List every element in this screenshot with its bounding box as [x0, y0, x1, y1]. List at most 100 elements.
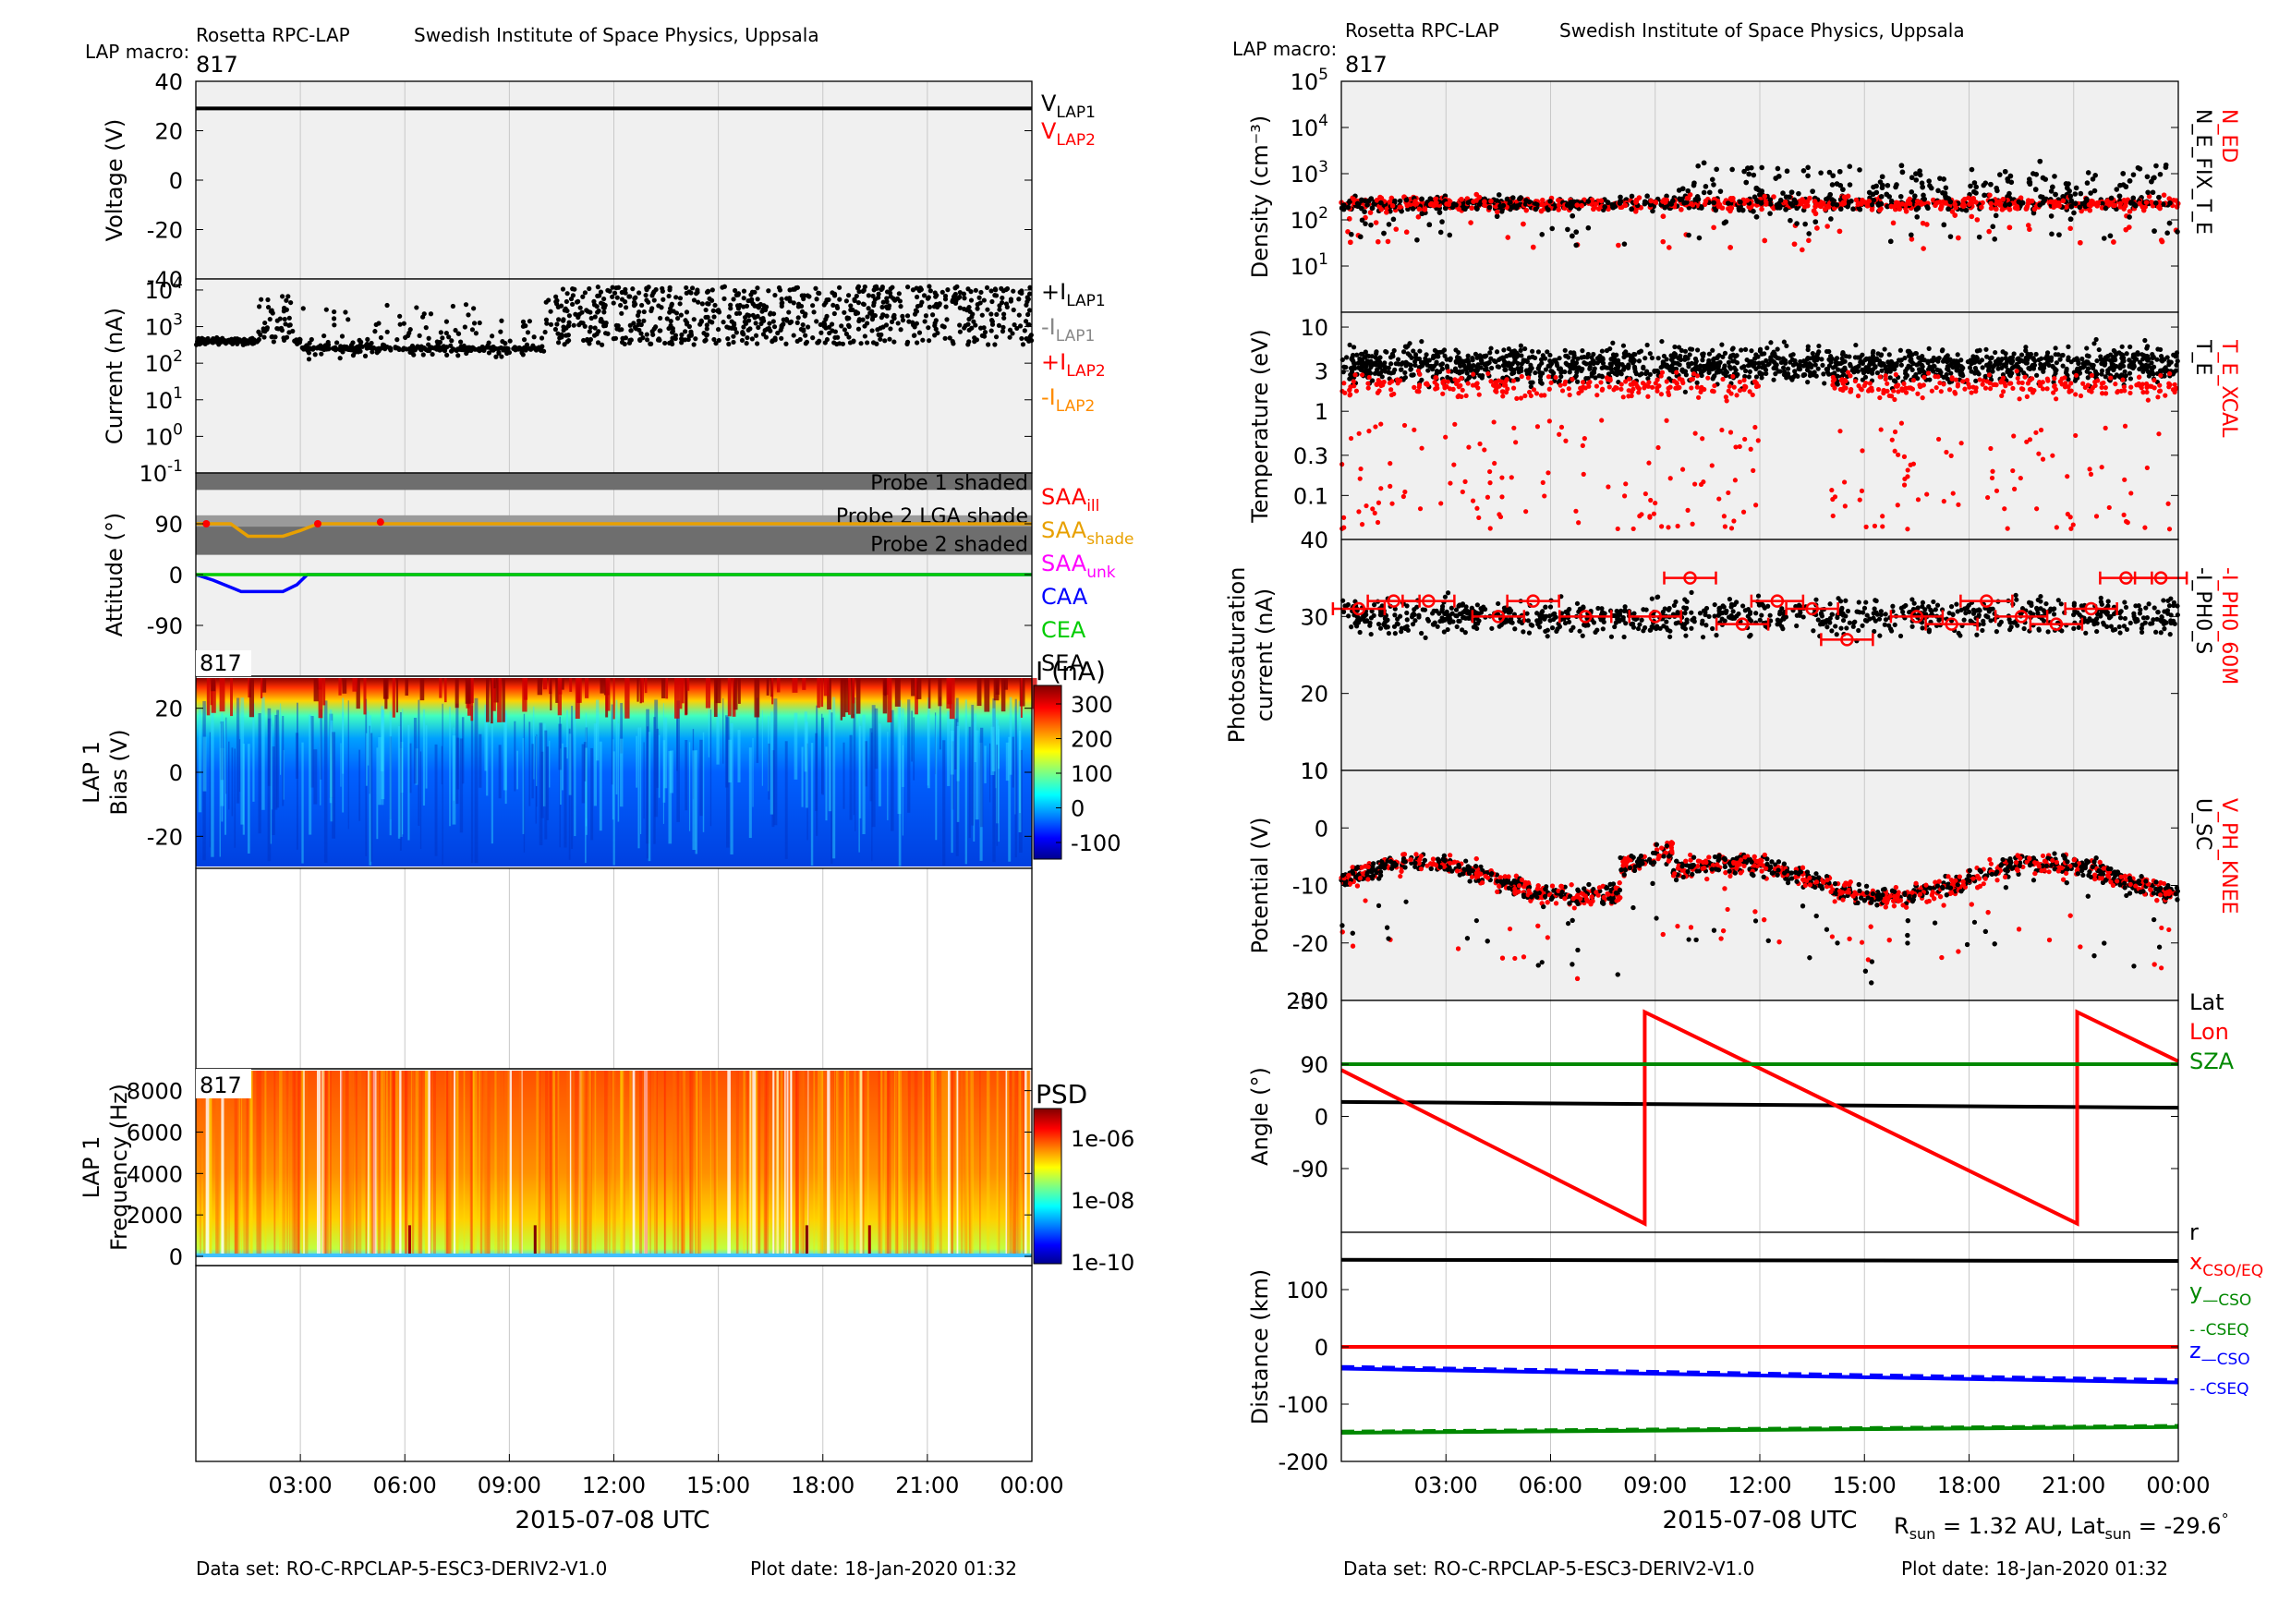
density-point	[1805, 203, 1811, 209]
bias-stripe	[913, 717, 915, 780]
temperature-point	[1903, 369, 1908, 373]
current-point	[772, 293, 777, 297]
current-point	[858, 341, 863, 345]
density-point	[2162, 192, 2167, 198]
current-legend-entry: -ILAP1	[1041, 314, 1095, 345]
current-point	[685, 321, 689, 326]
bias-stripe	[971, 705, 974, 826]
bias-stripe	[676, 700, 680, 821]
density-point	[1499, 209, 1505, 214]
density-point	[2153, 200, 2159, 206]
temperature-point	[1755, 355, 1760, 359]
current-point	[913, 312, 917, 317]
current-point	[704, 308, 709, 312]
temperature-point	[1530, 380, 1534, 384]
saa-ill-point	[202, 520, 210, 527]
density-point	[1806, 237, 1812, 243]
spectrum-stripe	[887, 1071, 891, 1256]
bias-stripe	[232, 747, 234, 816]
density-point	[1556, 207, 1561, 212]
temperature-point	[1733, 354, 1738, 358]
current-point	[451, 304, 455, 309]
temperature-point	[1419, 339, 1424, 344]
density-point	[1437, 210, 1443, 215]
spectrum-colorbar	[1034, 1109, 1061, 1264]
current-point	[792, 333, 796, 337]
spectrum-stripe	[480, 1071, 482, 1256]
bias-stripe	[590, 748, 593, 840]
attitude-legend-entry: SAAill	[1041, 484, 1099, 515]
current-point	[678, 301, 683, 306]
current-point	[274, 326, 279, 331]
bias-red-stripe	[852, 678, 855, 703]
current-point	[596, 340, 600, 345]
spectrum-stripe	[241, 1071, 242, 1256]
temperature-point	[2085, 353, 2090, 358]
bias-stripe	[516, 751, 518, 790]
spectrum-stripe	[752, 1071, 756, 1256]
current-point	[580, 295, 585, 299]
current-point	[455, 348, 459, 353]
bias-stripe	[612, 704, 613, 784]
current-point	[818, 331, 823, 335]
density-point	[1439, 219, 1445, 224]
spectrum-stripe	[454, 1071, 455, 1256]
current-point	[942, 336, 947, 341]
bias-stripe	[976, 731, 979, 820]
spectrum-stripe	[612, 1071, 613, 1256]
current-point	[875, 286, 879, 291]
current-point	[257, 304, 261, 309]
density-point	[1876, 202, 1882, 208]
current-point	[1011, 289, 1015, 294]
current-point	[554, 301, 559, 306]
density-point	[1667, 245, 1672, 250]
temperature-point	[1898, 348, 1903, 353]
density-point	[1916, 205, 1921, 211]
density-point	[1850, 206, 1856, 212]
spectrum-stripe	[999, 1071, 1000, 1256]
bias-red-stripe	[820, 678, 823, 707]
density-point	[1726, 200, 1731, 206]
current-point	[623, 299, 627, 304]
spectrum-stripe	[228, 1071, 229, 1256]
density-point	[1593, 201, 1598, 207]
current-point	[591, 299, 596, 304]
bias-red-stripe	[645, 678, 648, 693]
current-point	[688, 330, 693, 334]
density-point	[1518, 195, 1523, 200]
density-point	[1796, 191, 1801, 197]
density-point	[1944, 185, 1949, 190]
temperature-point	[1399, 368, 1403, 372]
density-point	[1565, 227, 1570, 233]
temperature-point	[1495, 349, 1499, 354]
density-point	[1759, 165, 1764, 171]
bias-colorbar-tick: -100	[1071, 830, 1121, 856]
current-point	[989, 328, 994, 333]
spectrum-stripe	[879, 1071, 880, 1256]
temperature-point	[1621, 344, 1626, 348]
bias-ylabel: Bias (V)	[106, 729, 132, 815]
current-point	[619, 311, 624, 316]
spectrum-stripe	[588, 1071, 590, 1256]
current-point	[644, 297, 649, 302]
current-point	[832, 335, 837, 340]
temperature-point	[1839, 357, 1844, 361]
density-point	[1909, 232, 1914, 237]
density-point	[1778, 198, 1784, 203]
bias-stripe	[785, 741, 788, 859]
bias-stripe	[400, 712, 402, 851]
spectrum-stripe	[504, 1071, 507, 1256]
current-point	[321, 333, 326, 338]
current-point	[927, 284, 931, 288]
current-point	[924, 313, 928, 318]
current-point	[647, 285, 651, 289]
density-point	[1596, 206, 1602, 212]
bias-stripe	[370, 733, 372, 861]
macro-value-right: 817	[1345, 52, 1388, 78]
spectrum-stripe	[215, 1071, 217, 1256]
spectrum-stripe	[743, 1071, 745, 1256]
density-point	[1871, 185, 1876, 190]
density-point	[1759, 207, 1764, 212]
current-point	[754, 321, 758, 325]
current-point	[324, 308, 329, 312]
